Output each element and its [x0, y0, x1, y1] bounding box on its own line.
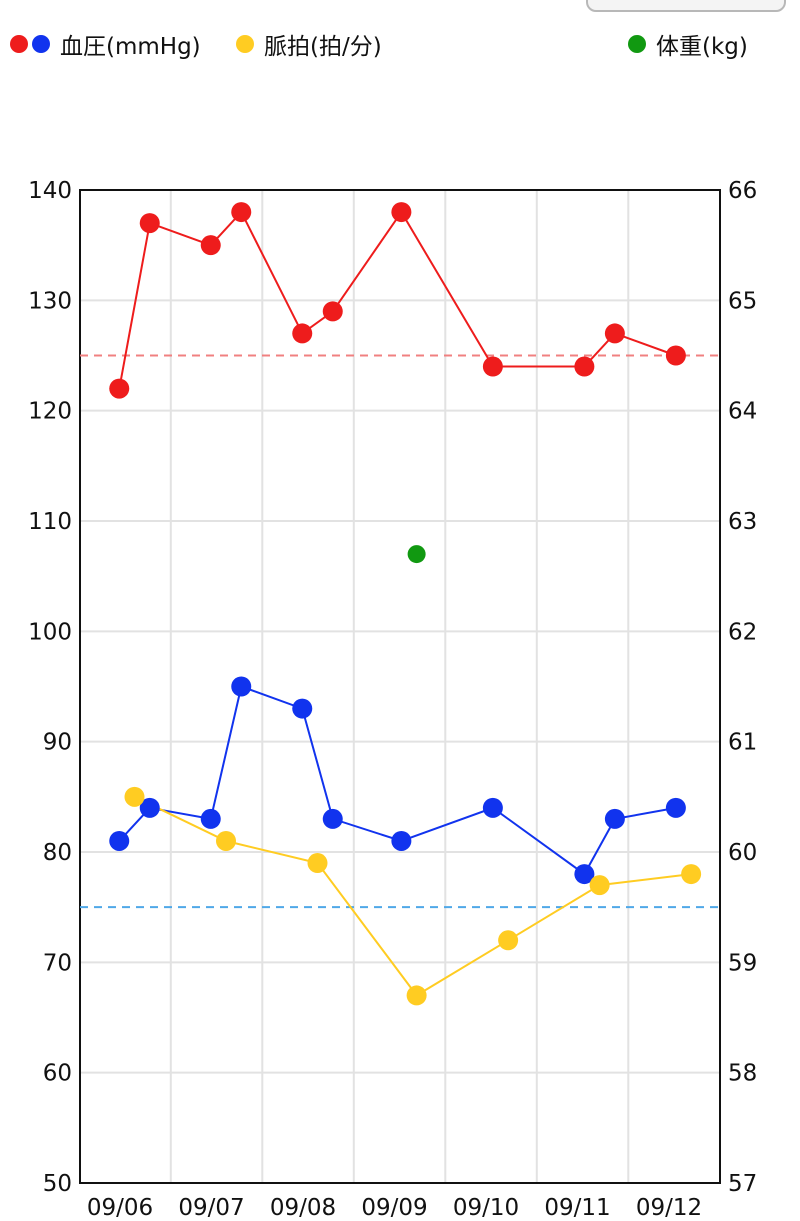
- systolic-point: [200, 235, 221, 256]
- y-left-tick-label: 120: [28, 399, 72, 425]
- y-right-tick-label: 59: [728, 950, 757, 976]
- legend-blood-pressure-label: 血圧(mmHg): [60, 34, 201, 60]
- x-date-label: 09/07: [178, 1195, 244, 1221]
- weight-dot-icon: [628, 35, 646, 53]
- diastolic-point: [322, 808, 343, 829]
- diastolic-point: [665, 797, 686, 818]
- diastolic-point: [292, 698, 313, 719]
- diastolic-point: [482, 797, 503, 818]
- y-right-tick-label: 62: [728, 619, 757, 645]
- x-date-label: 09/11: [544, 1195, 610, 1221]
- pulse-point: [307, 853, 328, 874]
- y-right-tick-label: 64: [728, 399, 757, 425]
- systolic-point: [482, 356, 503, 377]
- x-date-label: 09/10: [453, 1195, 519, 1221]
- systolic-dot-icon: [10, 35, 28, 53]
- systolic-point: [604, 323, 625, 344]
- legend-pulse: 脈拍(拍/分): [236, 24, 382, 64]
- systolic-point: [665, 345, 686, 366]
- diastolic-point: [574, 864, 595, 885]
- y-left-tick-label: 50: [43, 1171, 72, 1197]
- y-right-tick-label: 60: [728, 840, 757, 866]
- systolic-point: [231, 202, 252, 223]
- pulse-series-line: [134, 795, 692, 997]
- systolic-point: [322, 301, 343, 322]
- diastolic-point: [604, 808, 625, 829]
- diastolic-point: [200, 808, 221, 829]
- y-right-tick-label: 57: [728, 1171, 757, 1197]
- diastolic-point: [109, 830, 130, 851]
- legend-pulse-label: 脈拍(拍/分): [264, 34, 382, 60]
- systolic-point: [292, 323, 313, 344]
- pulse-point: [498, 930, 519, 951]
- y-left-tick-label: 60: [43, 1061, 72, 1087]
- legend-weight-label: 体重(kg): [656, 34, 748, 60]
- y-left-tick-label: 130: [28, 288, 72, 314]
- y-right-tick-label: 58: [728, 1061, 757, 1087]
- y-left-tick-label: 140: [28, 178, 72, 204]
- systolic-point: [391, 202, 412, 223]
- x-date-label: 09/06: [87, 1195, 153, 1221]
- plot-frame: [79, 189, 721, 1184]
- pulse-dot-icon: [236, 35, 254, 53]
- y-right-tick-label: 65: [728, 288, 757, 314]
- systolic-point: [109, 378, 130, 399]
- systolic-point: [574, 356, 595, 377]
- pulse-point: [589, 875, 610, 896]
- y-left-tick-label: 90: [43, 730, 72, 756]
- y-right-tick-label: 63: [728, 509, 757, 535]
- diastolic-point: [231, 676, 252, 697]
- legend-weight: 体重(kg): [628, 24, 748, 64]
- y-right-tick-label: 61: [728, 730, 757, 756]
- pulse-point: [681, 864, 702, 885]
- weight-point: [407, 545, 426, 564]
- legend-blood-pressure: 血圧(mmHg): [10, 24, 201, 64]
- y-right-tick-label: 66: [728, 178, 757, 204]
- diastolic-point: [139, 797, 160, 818]
- pulse-point: [406, 985, 427, 1006]
- y-left-tick-label: 100: [28, 619, 72, 645]
- pulse-point: [124, 786, 145, 807]
- x-date-label: 09/08: [270, 1195, 336, 1221]
- y-left-tick-label: 80: [43, 840, 72, 866]
- x-date-label: 09/12: [636, 1195, 702, 1221]
- y-left-tick-label: 70: [43, 950, 72, 976]
- systolic-point: [139, 213, 160, 234]
- pulse-point: [216, 830, 236, 851]
- x-date-label: 09/09: [361, 1195, 427, 1221]
- diastolic-dot-icon: [32, 35, 50, 53]
- top-action-button[interactable]: [586, 0, 786, 12]
- y-left-tick-label: 110: [28, 509, 72, 535]
- diastolic-point: [391, 830, 412, 851]
